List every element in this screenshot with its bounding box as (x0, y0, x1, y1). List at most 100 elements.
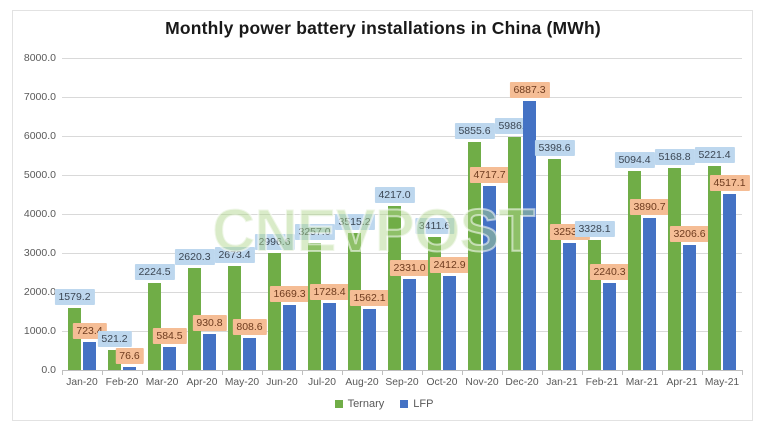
x-axis-category-label: May-20 (224, 377, 260, 388)
bar-lfp (123, 367, 136, 370)
x-axis-category-label: Aug-20 (345, 377, 379, 388)
data-label-ternary: 3328.1 (574, 221, 615, 238)
x-axis-tickmark (222, 371, 223, 375)
data-label-ternary: 5094.4 (614, 152, 655, 169)
data-label-ternary: 3515.2 (334, 213, 375, 230)
data-label-ternary: 5168.8 (654, 149, 695, 166)
chart-legend: Ternary LFP (0, 398, 768, 410)
data-label-ternary: 2673.4 (214, 246, 255, 263)
x-axis-tickmark (182, 371, 183, 375)
bar-ternary (308, 242, 321, 370)
data-label-ternary: 5855.6 (454, 122, 495, 139)
x-axis-tickmark (382, 371, 383, 375)
bar-ternary (268, 253, 281, 370)
x-axis-tickmark (342, 371, 343, 375)
data-label-ternary: 5221.4 (694, 147, 735, 164)
gridline (62, 174, 742, 176)
bar-lfp (523, 101, 536, 370)
data-label-lfp: 4717.7 (469, 167, 510, 183)
x-axis-category-label: Feb-20 (105, 377, 139, 388)
data-label-ternary: 3411.6 (414, 217, 455, 234)
data-label-lfp: 6887.3 (509, 82, 550, 99)
gridline (62, 96, 742, 98)
x-axis-category-label: Jun-20 (266, 377, 298, 388)
bar-lfp (683, 244, 696, 370)
x-axis-tickmark (662, 371, 663, 375)
bar-ternary (148, 283, 161, 370)
legend-label-lfp: LFP (413, 398, 434, 410)
x-axis-category-label: Dec-20 (505, 377, 539, 388)
x-axis-tickmark (142, 371, 143, 375)
x-axis-category-label: May-21 (704, 377, 740, 388)
bar-lfp (723, 193, 736, 370)
bar-ternary (68, 308, 81, 370)
data-label-lfp: 584.5 (152, 328, 187, 345)
x-axis-category-label: Feb-21 (585, 377, 619, 388)
x-axis-tickmark (462, 371, 463, 375)
legend-swatch-lfp (400, 400, 409, 408)
x-axis-tickmark (262, 371, 263, 375)
data-label-ternary: 2224.5 (134, 264, 175, 281)
bar-lfp (643, 218, 656, 370)
bar-ternary (628, 171, 641, 370)
x-axis-tickmark (702, 371, 703, 375)
bar-ternary (388, 205, 401, 370)
x-axis-category-label: Mar-21 (625, 377, 659, 388)
chart-title: Monthly power battery installations in C… (165, 18, 601, 38)
data-label-ternary: 4217.0 (374, 186, 415, 203)
x-axis-tickmark (582, 371, 583, 375)
data-label-ternary: 3257.0 (294, 223, 335, 240)
y-axis-tick-label: 4000.0 (23, 208, 56, 220)
x-axis-category-label: Jan-20 (66, 377, 98, 388)
bar-lfp (283, 304, 296, 370)
bar-lfp (363, 309, 376, 370)
bar-ternary (228, 265, 241, 370)
data-label-ternary: 2620.3 (174, 248, 215, 265)
data-label-lfp: 3890.7 (629, 199, 670, 216)
data-label-lfp: 3206.6 (669, 225, 710, 242)
y-axis-tick-label: 1000.0 (23, 325, 56, 337)
legend-item-lfp: LFP (400, 398, 433, 410)
x-axis-category-label: Nov-20 (465, 377, 499, 388)
x-axis-tickmark (422, 371, 423, 375)
x-axis-category-label: Mar-20 (145, 377, 179, 388)
data-label-lfp: 76.6 (115, 348, 144, 364)
x-axis-tickmark (302, 371, 303, 375)
data-label-ternary: 5398.6 (534, 140, 575, 157)
bar-ternary (548, 159, 561, 370)
data-label-ternary: 1579.2 (54, 289, 95, 306)
x-axis-tickmark (102, 371, 103, 375)
x-axis-category-label: Sep-20 (385, 377, 419, 388)
x-axis-tickmark (62, 371, 63, 375)
data-label-lfp: 2412.9 (429, 256, 470, 273)
y-axis-tick-label: 3000.0 (23, 247, 56, 259)
gridline (62, 252, 742, 254)
legend-label-ternary: Ternary (347, 398, 385, 410)
data-label-ternary: 2996.6 (254, 234, 295, 251)
x-axis-tickmark (742, 371, 743, 375)
x-axis-tickmark (502, 371, 503, 375)
data-label-ternary: 521.2 (97, 330, 132, 347)
bar-lfp (403, 279, 416, 370)
bar-ternary (708, 166, 721, 370)
data-label-lfp: 1669.3 (269, 285, 310, 302)
bar-ternary (508, 136, 521, 370)
y-axis-tick-label: 0.0 (41, 364, 56, 376)
gridline (62, 213, 742, 215)
y-axis-tick-label: 6000.0 (23, 130, 56, 142)
bar-lfp (163, 347, 176, 370)
y-axis-tick-label: 2000.0 (23, 286, 56, 298)
bar-lfp (243, 338, 256, 370)
bar-lfp (83, 341, 96, 370)
data-label-lfp: 808.6 (232, 319, 267, 336)
bar-lfp (563, 243, 576, 370)
bar-lfp (443, 275, 456, 370)
bar-ternary (668, 168, 681, 370)
x-axis-tickmark (542, 371, 543, 375)
y-axis-tick-label: 5000.0 (23, 169, 56, 181)
y-axis-tick-label: 8000.0 (23, 52, 56, 64)
data-label-lfp: 1562.1 (349, 290, 390, 307)
x-axis-category-label: Apr-20 (186, 377, 218, 388)
bar-lfp (203, 333, 216, 370)
